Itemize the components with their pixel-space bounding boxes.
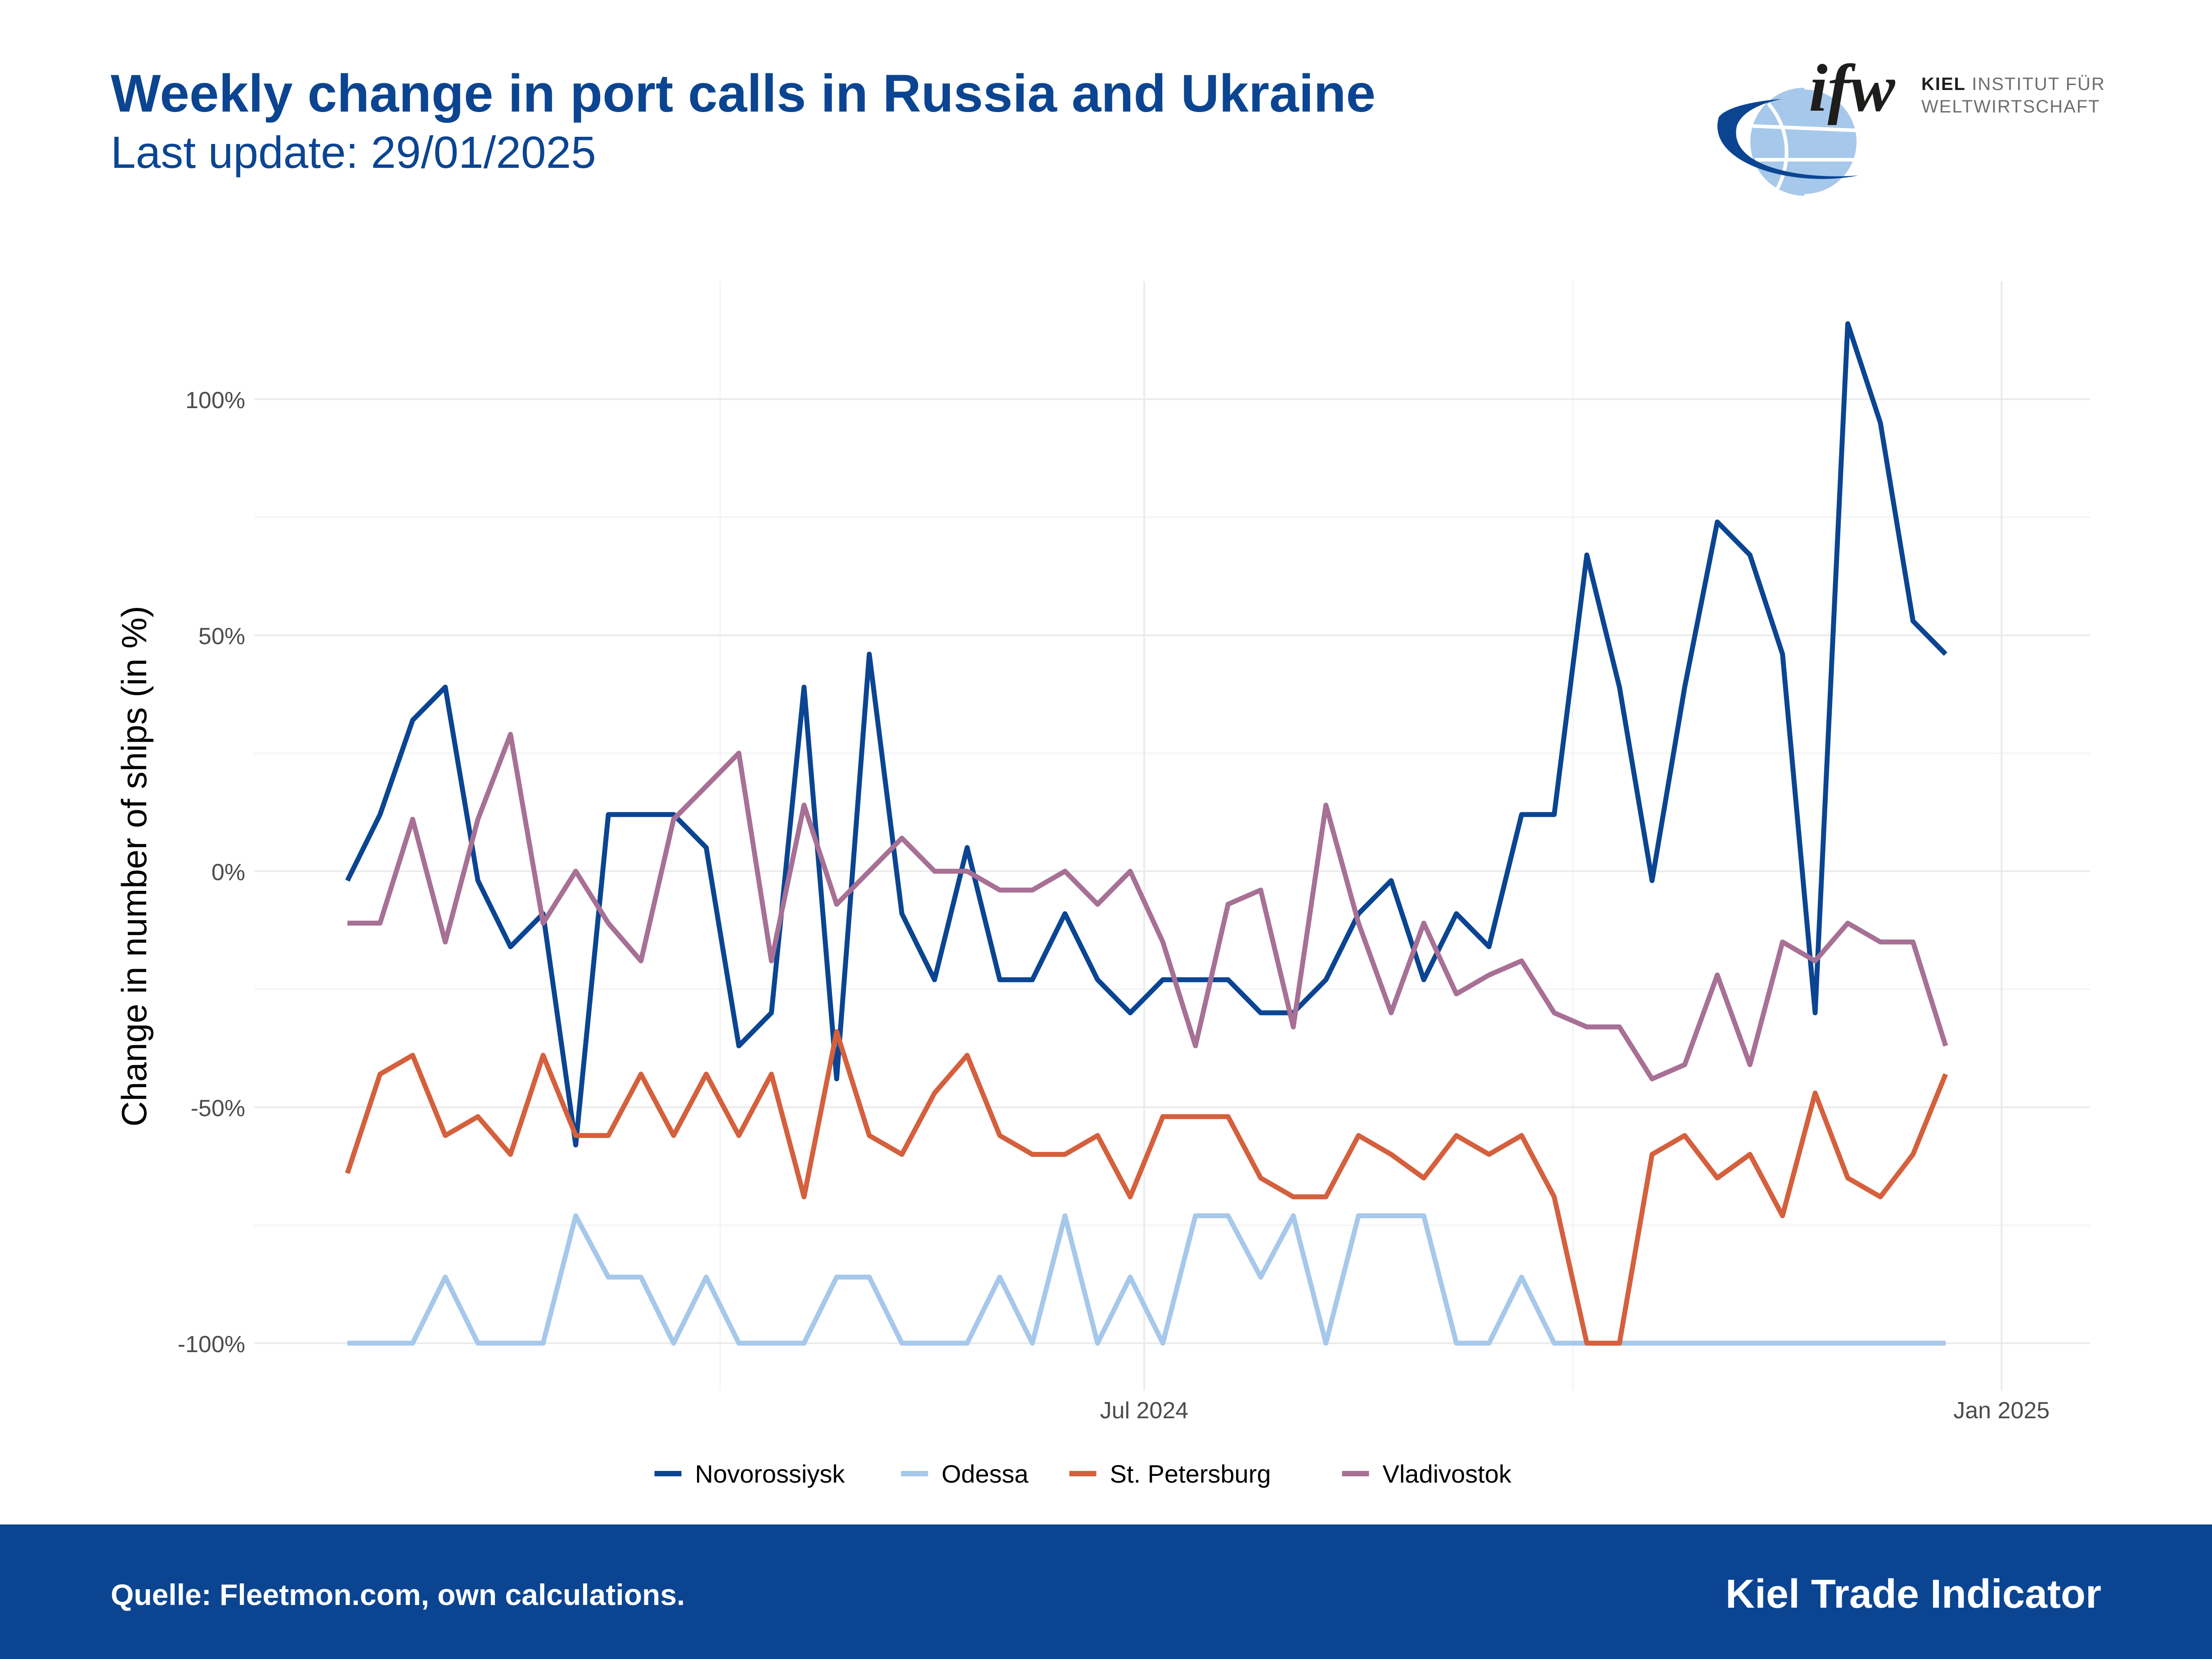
logo-institute-bold: KIEL [1921,74,1966,94]
y-tick-label: -100% [178,1331,245,1358]
source-note: Quelle: Fleetmon.com, own calculations. [111,1578,685,1611]
footer-bar: Quelle: Fleetmon.com, own calculations. … [0,1524,2212,1659]
x-tick-label: Jan 2025 [1953,1398,2050,1424]
y-axis-ticks: -100% -50% 0% 50% 100% [178,387,245,1358]
legend: Novorossiysk Odessa St. Petersburg Vladivos… [654,1460,1512,1488]
y-tick-label: 100% [185,387,245,414]
legend-label-odessa: Odessa [942,1460,1029,1488]
line-chart: -100% -50% 0% 50% 100% Jul 2024 Jan 2025 Chan… [114,281,2090,1488]
ifw-logo: ifw KIEL INSTITUT FÜR WELTWIRTSCHAFT [1710,51,2115,207]
y-axis-label: Change in number of ships (in %) [114,606,154,1127]
legend-label-st-petersburg: St. Petersburg [1110,1460,1271,1488]
logo-institute-name: KIEL INSTITUT FÜR WELTWIRTSCHAFT [1921,73,2105,118]
legend-label-novorossiysk: Novorossiysk [695,1460,845,1488]
series-line-vladivostok [347,732,1948,1082]
chart-title: Weekly change in port calls in Russia an… [111,64,1376,123]
brand-name: Kiel Trade Indicator [1725,1572,2101,1617]
legend-label-vladivostok: Vladivostok [1383,1460,1512,1488]
minor-gridlines [254,281,2090,1390]
logo-mark: ifw [1809,51,1895,126]
logo-institute-line2: WELTWIRTSCHAFT [1921,97,2100,117]
series-line-novorossiysk [345,321,1947,1148]
series-line-odessa [347,1213,1946,1346]
logo-institute-rest: INSTITUT FÜR [1972,74,2105,94]
major-gridlines [254,281,2090,1390]
y-tick-label: 50% [198,624,245,650]
globe-icon [1717,86,1860,198]
y-tick-label: 0% [211,859,245,886]
y-tick-label: -50% [191,1096,245,1122]
series-line-st-petersburg [345,1029,1948,1346]
series-lines [345,321,1948,1346]
x-axis-ticks: Jul 2024 Jan 2025 [1100,1398,2050,1424]
chart-subtitle: Last update: 29/01/2025 [111,127,596,178]
x-tick-label: Jul 2024 [1100,1398,1189,1424]
